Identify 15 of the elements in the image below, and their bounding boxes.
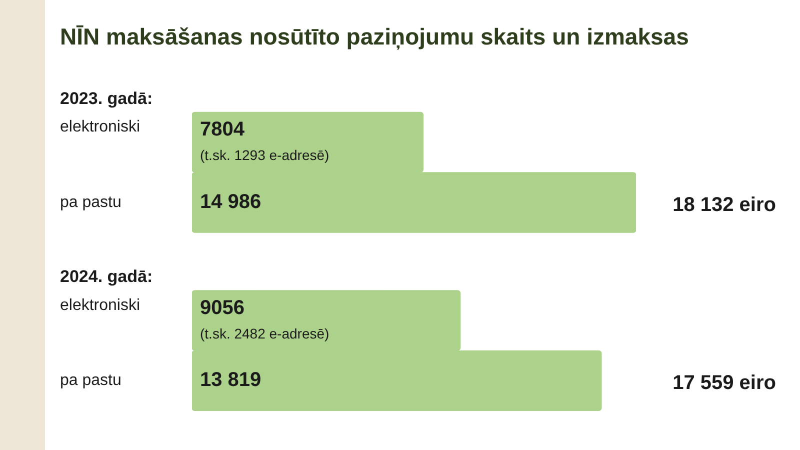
y-tick-label: elektroniski [60, 296, 140, 314]
y-tick-label: pa pastu [60, 194, 122, 211]
data-label: 13 819 [200, 369, 262, 392]
text: 2023. gadā: [60, 88, 153, 108]
text: 18 132 eiro [672, 194, 776, 216]
chart-title: NĪN maksāšanas nosūtīto paziņojumu skaits un izmaksas [60, 23, 689, 50]
annotation: (t.sk. 1293 e-adresē) [200, 147, 330, 164]
y-tick-label: elektroniski [60, 118, 140, 136]
text: 17 559 eiro [672, 372, 776, 394]
data-label: 9056 [200, 296, 244, 319]
text: 2024. gadā: [60, 267, 153, 286]
annotation: (t.sk. 2482 e-adresē) [200, 325, 330, 342]
y-tick-label: pa pastu [60, 372, 122, 390]
data-label: 14 986 [200, 191, 262, 214]
data-label: 7804 [200, 118, 246, 141]
